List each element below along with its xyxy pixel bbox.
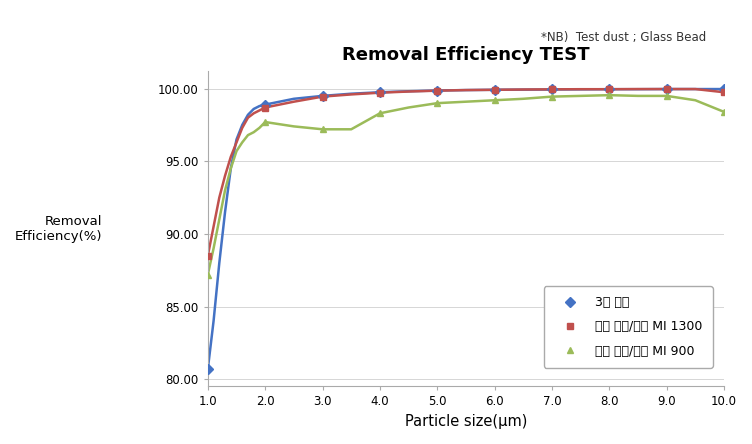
- 다층 구조/원료 MI 900: [663, 93, 672, 99]
- 다층 구조/원료 MI 900: [720, 109, 729, 115]
- 3충 구조: [547, 87, 556, 92]
- 3충 구조: [432, 88, 441, 93]
- 다층 구조/원료 MI 900: [490, 98, 499, 103]
- 다층 구조/원료 MI 1300: [318, 94, 327, 99]
- 3충 구조: [720, 87, 729, 92]
- 다층 구조/원료 MI 1300: [432, 88, 441, 93]
- 3충 구조: [490, 87, 499, 92]
- 다층 구조/원료 MI 900: [547, 94, 556, 99]
- 3충 구조: [261, 102, 270, 107]
- 다층 구조/원료 MI 1300: [663, 87, 672, 92]
- 다층 구조/원료 MI 900: [375, 111, 384, 116]
- 다층 구조/원료 MI 1300: [261, 105, 270, 110]
- 3충 구조: [663, 87, 672, 92]
- Text: *NB)  Test dust ; Glass Bead: *NB) Test dust ; Glass Bead: [541, 31, 707, 44]
- 다층 구조/원료 MI 1300: [720, 90, 729, 95]
- 다층 구조/원료 MI 1300: [547, 87, 556, 92]
- Line: 다층 구조/원료 MI 900: 다층 구조/원료 MI 900: [205, 92, 727, 278]
- 3충 구조: [375, 90, 384, 95]
- Line: 다층 구조/원료 MI 1300: 다층 구조/원료 MI 1300: [205, 86, 727, 259]
- 다층 구조/원료 MI 1300: [203, 253, 212, 258]
- Y-axis label: Removal
Efficiency(%): Removal Efficiency(%): [15, 215, 102, 243]
- 다층 구조/원료 MI 900: [318, 127, 327, 132]
- 다층 구조/원료 MI 900: [432, 100, 441, 106]
- 다층 구조/원료 MI 1300: [375, 90, 384, 95]
- 다층 구조/원료 MI 900: [605, 92, 614, 98]
- 다층 구조/원료 MI 1300: [490, 87, 499, 92]
- 다층 구조/원료 MI 1300: [605, 87, 614, 92]
- 3충 구조: [605, 87, 614, 92]
- Line: 3충 구조: 3충 구조: [205, 86, 727, 373]
- Title: Removal Efficiency TEST: Removal Efficiency TEST: [342, 46, 590, 64]
- 3충 구조: [318, 93, 327, 99]
- Legend: 3충 구조, 다층 구조/원료 MI 1300, 다층 구조/원료 MI 900: 3충 구조, 다층 구조/원료 MI 1300, 다층 구조/원료 MI 900: [544, 286, 713, 368]
- 다층 구조/원료 MI 900: [203, 272, 212, 277]
- 다층 구조/원료 MI 900: [261, 119, 270, 125]
- 3충 구조: [203, 366, 212, 372]
- X-axis label: Particle size(μm): Particle size(μm): [405, 414, 527, 429]
